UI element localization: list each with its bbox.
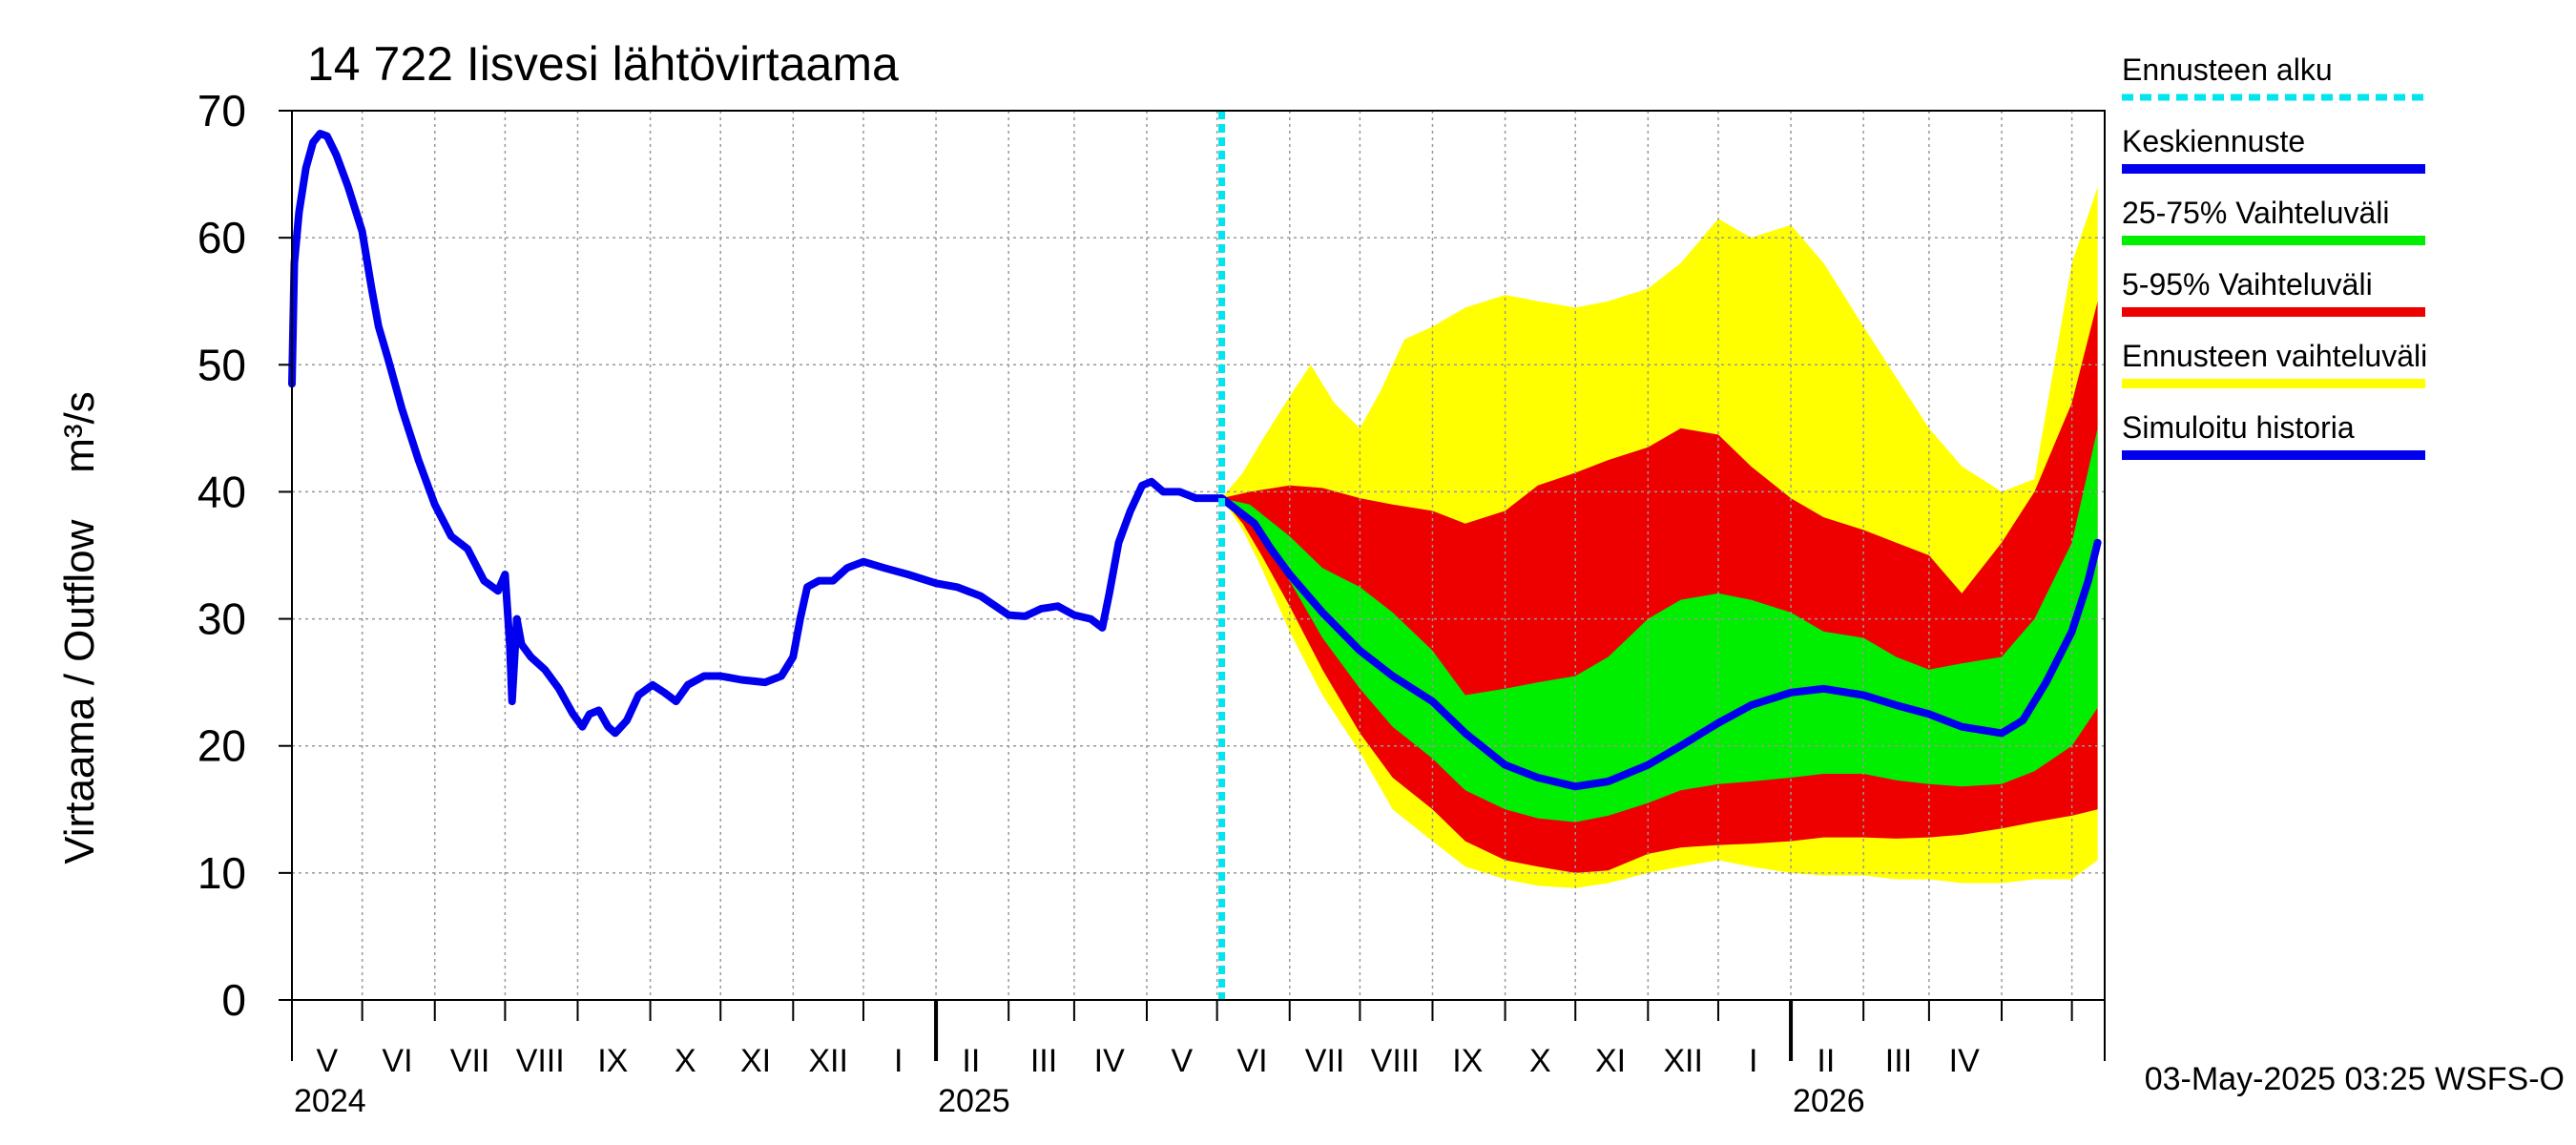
legend: Ennusteen alku Keskiennuste 25-75% Vaihtel… (2122, 52, 2427, 460)
y-tick-label: 20 (197, 721, 246, 771)
legend-label: Simuloitu historia (2122, 410, 2355, 445)
month-label: VII (1305, 1043, 1345, 1079)
month-label: IX (1452, 1043, 1483, 1079)
month-label: IV (1949, 1043, 1980, 1079)
footer-timestamp: 03-May-2025 03:25 WSFS-O (2145, 1061, 2565, 1097)
month-label: V (1171, 1043, 1193, 1079)
month-label: I (894, 1043, 903, 1079)
legend-label: Keskiennuste (2122, 124, 2305, 158)
month-label: V (316, 1043, 338, 1079)
plot-border (291, 110, 2106, 1001)
month-label: VIII (516, 1043, 565, 1079)
year-label: 2026 (1793, 1083, 1865, 1119)
month-label: III (1030, 1043, 1057, 1079)
month-label: XII (808, 1043, 848, 1079)
month-label: VII (450, 1043, 490, 1079)
month-label: IX (597, 1043, 628, 1079)
band-25-75 (1221, 427, 2098, 822)
month-label: VIII (1371, 1043, 1420, 1079)
y-tick-label: 60 (197, 213, 246, 262)
x-axis: V VI VII VIII IX X XI XII I II III IV V VI VII VIII IX X X… (294, 1000, 2073, 1119)
month-label: XI (1595, 1043, 1626, 1079)
year-label: 2025 (938, 1083, 1010, 1119)
month-label: I (1749, 1043, 1757, 1079)
y-axis-title: Virtaama / Outflow m³/s (56, 391, 103, 864)
simulated-history-line (288, 130, 1226, 738)
month-label: II (962, 1043, 980, 1079)
month-label: VI (382, 1043, 412, 1079)
legend-label: 25-75% Vaihteluväli (2122, 196, 2389, 230)
chart-title: 14 722 Iisvesi lähtövirtaama (307, 37, 899, 91)
month-label: X (1529, 1043, 1551, 1079)
y-tick-label: 70 (197, 86, 246, 135)
series-lines (288, 130, 2102, 791)
legend-label: Ennusteen vaihteluväli (2122, 339, 2427, 373)
plot-frame (291, 110, 2106, 1061)
y-tick-label: 50 (197, 340, 246, 389)
month-label: XII (1663, 1043, 1703, 1079)
legend-label: Ennusteen alku (2122, 52, 2333, 87)
y-tick-label: 0 (221, 975, 246, 1025)
month-label: II (1817, 1043, 1835, 1079)
month-label: X (675, 1043, 696, 1079)
year-label: 2024 (294, 1083, 366, 1119)
month-label: III (1885, 1043, 1912, 1079)
y-tick-label: 30 (197, 594, 246, 644)
month-label: IV (1094, 1043, 1125, 1079)
y-tick-label: 40 (197, 467, 246, 516)
month-label: XI (740, 1043, 771, 1079)
month-label: VI (1236, 1043, 1267, 1079)
legend-label: 5-95% Vaihteluväli (2122, 267, 2373, 302)
y-axis: 0 10 20 30 40 50 60 70 (197, 86, 292, 1025)
median-forecast-line (1217, 494, 2102, 791)
y-tick-label: 10 (197, 848, 246, 898)
